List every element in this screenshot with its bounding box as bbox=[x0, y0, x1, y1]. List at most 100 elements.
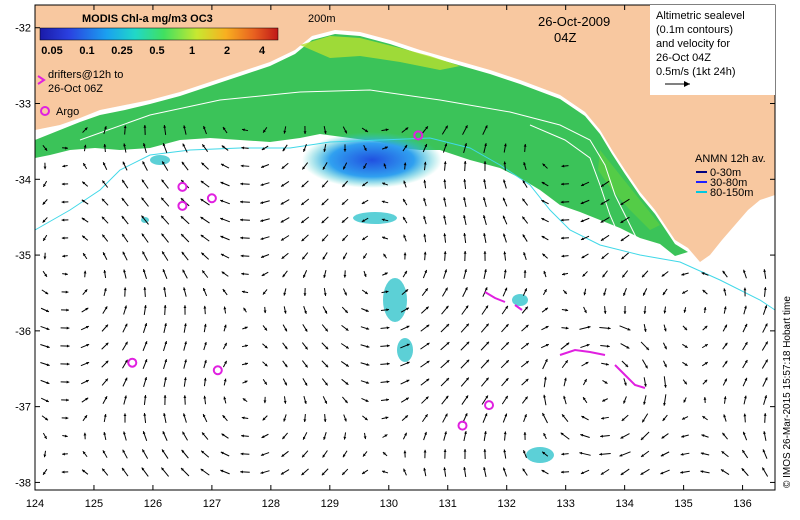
chlorophyll-yellow bbox=[300, 36, 460, 70]
velocity-arrow-head bbox=[443, 467, 447, 471]
velocity-arrow-head bbox=[221, 163, 225, 167]
velocity-arrow-head bbox=[744, 305, 747, 309]
velocity-arrow-head bbox=[281, 183, 285, 187]
velocity-arrow-head bbox=[81, 217, 85, 221]
velocity-arrow-head bbox=[323, 436, 326, 440]
velocity-arrow-head bbox=[260, 237, 264, 240]
velocity-arrow-head bbox=[724, 378, 727, 382]
velocity-arrow-head bbox=[242, 128, 245, 132]
velocity-arrow-head bbox=[240, 452, 244, 456]
velocity-arrow-head bbox=[261, 147, 265, 150]
velocity-arrow-head bbox=[483, 251, 487, 254]
velocity-arrow-head bbox=[423, 179, 427, 183]
velocity-arrow-head bbox=[465, 377, 469, 381]
velocity-arrow-head bbox=[446, 342, 450, 345]
velocity-arrow-head bbox=[406, 379, 410, 383]
colorbar-tick-label: 0.5 bbox=[149, 45, 164, 57]
velocity-arrow-head bbox=[663, 310, 667, 314]
velocity-arrow-head bbox=[203, 305, 207, 309]
velocity-arrow-head bbox=[44, 435, 47, 439]
velocity-arrow-head bbox=[583, 397, 586, 401]
velocity-arrow-head bbox=[221, 271, 225, 275]
velocity-arrow-head bbox=[324, 400, 327, 404]
velocity-arrow-head bbox=[282, 148, 286, 152]
velocity-arrow-head bbox=[486, 341, 489, 345]
velocity-arrow-head bbox=[361, 201, 365, 204]
velocity-arrow-head bbox=[342, 184, 346, 188]
velocity-arrow-head bbox=[66, 326, 70, 330]
velocity-arrow-head bbox=[463, 449, 467, 452]
y-tick-label: -37 bbox=[15, 402, 31, 414]
velocity-arrow-head bbox=[183, 305, 187, 308]
velocity-arrow-head bbox=[744, 359, 748, 363]
velocity-arrow-head bbox=[580, 471, 584, 475]
velocity-arrow-head bbox=[523, 162, 526, 166]
velocity-arrow-head bbox=[660, 471, 664, 475]
velocity-arrow-head bbox=[640, 472, 644, 475]
velocity-arrow-head bbox=[321, 220, 325, 224]
velocity-arrow-head bbox=[524, 288, 527, 292]
velocity-arrow-head bbox=[643, 328, 647, 332]
colorbar-title: MODIS Chl-a mg/m3 OC3 bbox=[82, 13, 213, 25]
velocity-arrow-head bbox=[304, 346, 308, 350]
velocity-arrow-head bbox=[584, 310, 587, 314]
velocity-arrow-head bbox=[104, 396, 108, 400]
velocity-arrow-head bbox=[61, 200, 65, 204]
velocity-arrow-head bbox=[321, 238, 325, 242]
velocity-arrow-head bbox=[163, 305, 167, 308]
velocity-arrow-head bbox=[65, 146, 68, 150]
velocity-arrow-head bbox=[605, 362, 609, 366]
velocity-arrow-head bbox=[463, 197, 466, 200]
velocity-arrow-head bbox=[66, 398, 69, 402]
velocity-arrow-head bbox=[580, 433, 584, 437]
velocity-arrow-head bbox=[386, 380, 390, 384]
velocity-arrow-head bbox=[664, 346, 667, 350]
velocity-arrow-head bbox=[282, 274, 286, 278]
velocity-arrow-head bbox=[463, 179, 467, 182]
velocity-arrow-head bbox=[46, 381, 50, 385]
velocity-arrow-head bbox=[619, 453, 623, 457]
velocity-arrow-head bbox=[181, 468, 184, 471]
velocity-arrow-head bbox=[486, 359, 489, 363]
velocity-arrow-head bbox=[303, 131, 307, 134]
velocity-arrow-head bbox=[643, 383, 647, 387]
velocity-arrow-head bbox=[82, 181, 86, 185]
argo-float-marker bbox=[127, 357, 138, 368]
velocity-arrow-head bbox=[283, 418, 287, 422]
velocity-arrow-head bbox=[65, 290, 69, 294]
velocity-arrow-head bbox=[485, 377, 489, 381]
drifters-label-2: 26-Oct 06Z bbox=[48, 83, 103, 95]
velocity-arrow-head bbox=[424, 431, 427, 435]
velocity-arrow-head bbox=[623, 311, 627, 314]
velocity-arrow-head bbox=[44, 147, 48, 151]
velocity-arrow-head bbox=[643, 292, 646, 296]
velocity-arrow-head bbox=[680, 470, 684, 474]
velocity-arrow-head bbox=[561, 164, 565, 168]
colorbar-tick-label: 0.25 bbox=[111, 45, 132, 57]
velocity-arrow-head bbox=[561, 236, 564, 240]
velocity-arrow-head bbox=[444, 269, 448, 273]
argo-float-marker bbox=[206, 193, 217, 204]
velocity-arrow-head bbox=[284, 328, 287, 332]
velocity-arrow-head bbox=[522, 180, 526, 184]
x-tick-label: 134 bbox=[615, 498, 633, 510]
velocity-arrow-head bbox=[446, 324, 450, 327]
velocity-arrow-head bbox=[180, 216, 184, 219]
velocity-arrow-head bbox=[83, 270, 87, 274]
velocity-arrow-head bbox=[620, 435, 624, 439]
velocity-arrow-head bbox=[85, 307, 89, 311]
x-tick-label: 126 bbox=[144, 498, 162, 510]
velocity-arrow-head bbox=[263, 310, 267, 314]
velocity-arrow-head bbox=[541, 200, 545, 203]
velocity-arrow-head bbox=[560, 218, 564, 222]
velocity-arrow-head bbox=[143, 413, 147, 416]
velocity-arrow-head bbox=[423, 467, 427, 471]
velocity-arrow-head bbox=[662, 417, 666, 421]
velocity-arrow-head bbox=[61, 182, 65, 186]
velocity-arrow-head bbox=[220, 199, 224, 203]
velocity-arrow-head bbox=[581, 416, 585, 419]
velocity-arrow-head bbox=[281, 255, 285, 259]
velocity-arrow-head bbox=[62, 164, 66, 168]
velocity-arrow-head bbox=[103, 252, 106, 256]
velocity-arrow-head bbox=[720, 469, 724, 473]
